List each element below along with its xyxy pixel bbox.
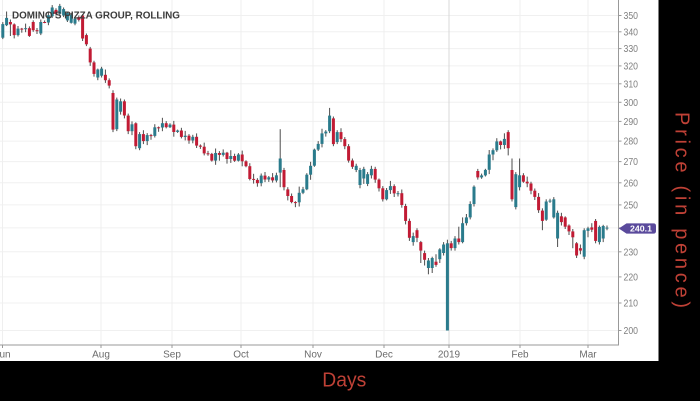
- svg-text:310: 310: [624, 79, 639, 90]
- svg-text:230: 230: [624, 247, 639, 258]
- svg-text:Feb: Feb: [511, 350, 529, 361]
- svg-text:Sep: Sep: [163, 350, 181, 361]
- svg-text:280: 280: [624, 137, 639, 148]
- svg-text:330: 330: [624, 44, 639, 55]
- svg-text:240.1: 240.1: [630, 224, 652, 234]
- svg-text:Days: Days: [322, 369, 366, 392]
- svg-text:2019: 2019: [438, 350, 461, 361]
- svg-text:250: 250: [624, 201, 639, 212]
- svg-text:300: 300: [624, 98, 639, 109]
- svg-text:200: 200: [624, 326, 639, 337]
- svg-text:Aug: Aug: [92, 350, 110, 361]
- svg-text:340: 340: [624, 27, 639, 38]
- svg-text:DOMINO'S PIZZA GROUP, ROLLING: DOMINO'S PIZZA GROUP, ROLLING: [12, 11, 180, 22]
- svg-text:Oct: Oct: [233, 350, 249, 361]
- svg-text:220: 220: [624, 273, 639, 284]
- svg-text:Dec: Dec: [375, 350, 393, 361]
- svg-text:Jun: Jun: [0, 350, 11, 361]
- svg-text:Nov: Nov: [304, 350, 322, 361]
- svg-text:320: 320: [624, 62, 639, 73]
- svg-text:210: 210: [624, 299, 639, 310]
- svg-text:Mar: Mar: [579, 350, 597, 361]
- svg-text:270: 270: [624, 157, 639, 168]
- svg-text:350: 350: [624, 11, 639, 22]
- svg-text:Price (in pence): Price (in pence): [671, 112, 693, 308]
- svg-text:260: 260: [624, 178, 639, 189]
- svg-text:290: 290: [624, 117, 639, 128]
